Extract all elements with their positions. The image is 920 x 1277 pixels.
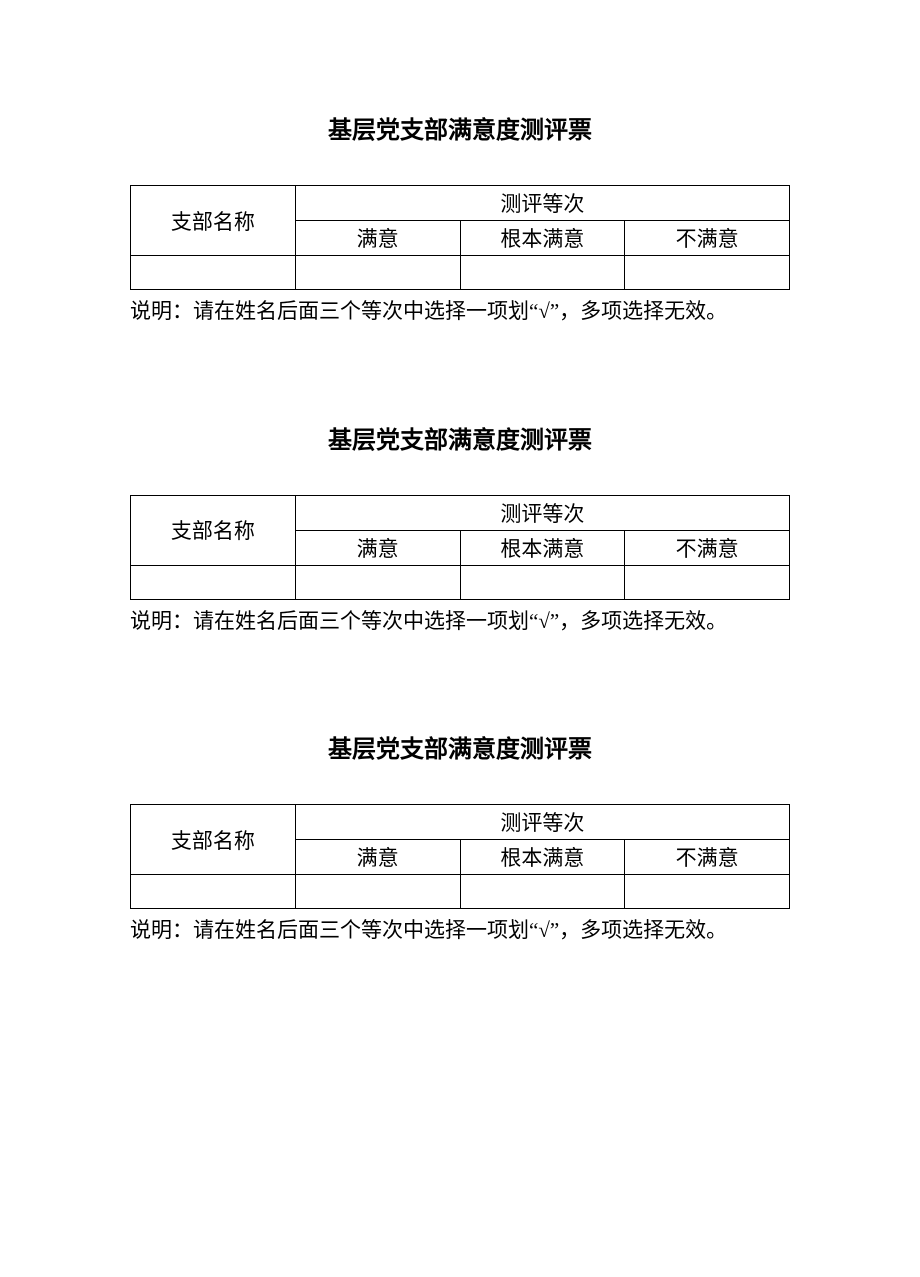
rating-option-cell: 不满意 <box>625 840 790 875</box>
evaluation-form: 基层党支部满意度测评票 支部名称 测评等次 满意 根本满意 不满意 说明：请在姓… <box>130 110 790 330</box>
evaluation-table: 支部名称 测评等次 满意 根本满意 不满意 <box>130 804 790 909</box>
empty-cell <box>131 565 296 599</box>
branch-label-cell: 支部名称 <box>131 495 296 565</box>
empty-cell <box>131 256 296 290</box>
table-row: 支部名称 测评等次 <box>131 495 790 530</box>
table-row <box>131 875 790 909</box>
branch-label-cell: 支部名称 <box>131 186 296 256</box>
form-note: 说明：请在姓名后面三个等次中选择一项划“√”，多项选择无效。 <box>130 294 790 330</box>
rating-option-cell: 根本满意 <box>460 221 625 256</box>
branch-label-cell: 支部名称 <box>131 805 296 875</box>
rating-option-cell: 根本满意 <box>460 840 625 875</box>
empty-cell <box>625 875 790 909</box>
table-row <box>131 565 790 599</box>
table-row <box>131 256 790 290</box>
empty-cell <box>131 875 296 909</box>
rating-option-cell: 不满意 <box>625 530 790 565</box>
form-note: 说明：请在姓名后面三个等次中选择一项划“√”，多项选择无效。 <box>130 604 790 640</box>
rating-header-cell: 测评等次 <box>295 186 789 221</box>
empty-cell <box>625 256 790 290</box>
form-title: 基层党支部满意度测评票 <box>130 729 790 764</box>
empty-cell <box>460 875 625 909</box>
empty-cell <box>460 565 625 599</box>
form-note: 说明：请在姓名后面三个等次中选择一项划“√”，多项选择无效。 <box>130 913 790 949</box>
rating-option-cell: 不满意 <box>625 221 790 256</box>
evaluation-table: 支部名称 测评等次 满意 根本满意 不满意 <box>130 185 790 290</box>
form-title: 基层党支部满意度测评票 <box>130 420 790 455</box>
rating-option-cell: 满意 <box>295 530 460 565</box>
empty-cell <box>295 256 460 290</box>
evaluation-table: 支部名称 测评等次 满意 根本满意 不满意 <box>130 495 790 600</box>
form-title: 基层党支部满意度测评票 <box>130 110 790 145</box>
rating-option-cell: 满意 <box>295 221 460 256</box>
empty-cell <box>460 256 625 290</box>
evaluation-form: 基层党支部满意度测评票 支部名称 测评等次 满意 根本满意 不满意 说明：请在姓… <box>130 729 790 949</box>
table-row: 支部名称 测评等次 <box>131 805 790 840</box>
rating-option-cell: 满意 <box>295 840 460 875</box>
empty-cell <box>295 875 460 909</box>
rating-header-cell: 测评等次 <box>295 495 789 530</box>
table-row: 支部名称 测评等次 <box>131 186 790 221</box>
empty-cell <box>625 565 790 599</box>
rating-option-cell: 根本满意 <box>460 530 625 565</box>
evaluation-form: 基层党支部满意度测评票 支部名称 测评等次 满意 根本满意 不满意 说明：请在姓… <box>130 420 790 640</box>
rating-header-cell: 测评等次 <box>295 805 789 840</box>
empty-cell <box>295 565 460 599</box>
